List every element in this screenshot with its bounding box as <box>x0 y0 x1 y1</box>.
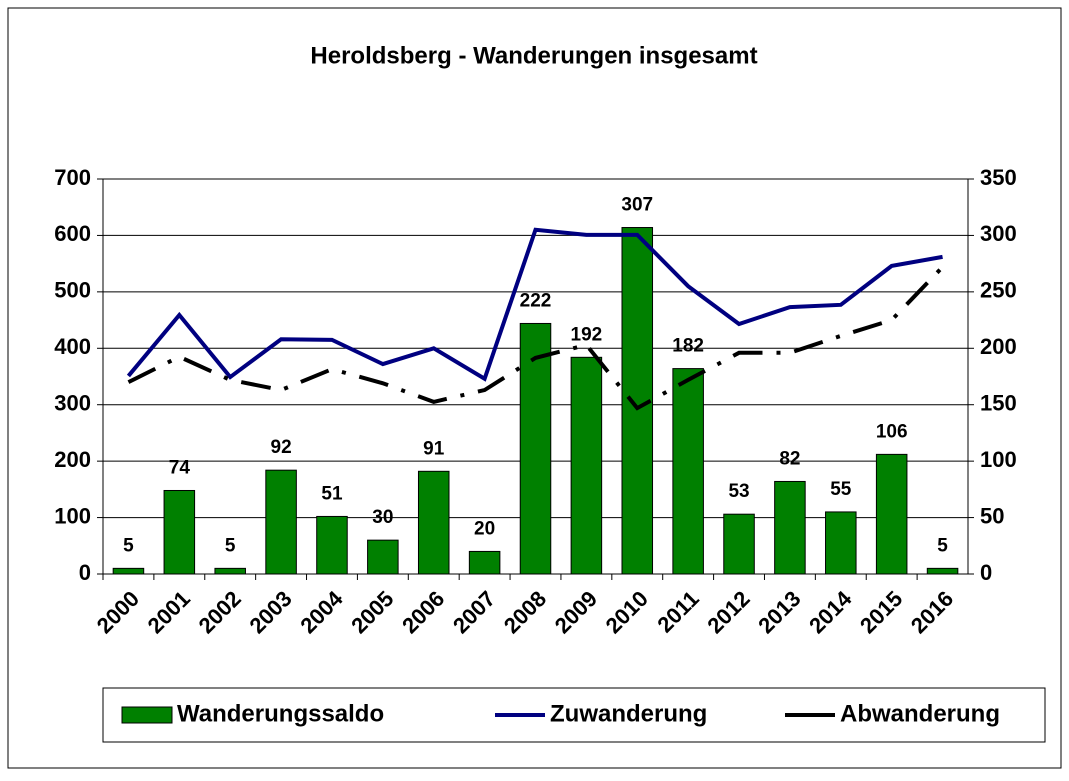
bar <box>417 470 450 575</box>
data-label: 192 <box>571 324 603 345</box>
y2-tick-label: 0 <box>980 560 992 585</box>
y-tick-label: 100 <box>54 503 91 528</box>
y-tick-label: 300 <box>54 391 91 416</box>
bar <box>519 322 552 575</box>
legend-label: Abwanderung <box>840 700 1000 727</box>
line <box>127 265 945 411</box>
data-label: 20 <box>474 518 495 539</box>
bar <box>112 567 145 575</box>
bar <box>926 567 959 575</box>
bar <box>774 480 806 575</box>
y2-tick-label: 100 <box>980 447 1017 472</box>
bar <box>468 550 501 575</box>
legend-label: Wanderungssaldo <box>177 700 384 727</box>
bar <box>214 567 246 575</box>
data-label: 30 <box>372 507 393 528</box>
data-label: 55 <box>830 479 852 500</box>
legend-label: Zuwanderung <box>550 700 707 727</box>
data-label: 307 <box>621 195 653 216</box>
data-label: 182 <box>672 336 704 357</box>
data-label: 53 <box>728 481 749 502</box>
bar <box>723 513 755 575</box>
y-tick-label: 600 <box>54 221 91 246</box>
line <box>126 227 943 382</box>
bar <box>825 511 857 575</box>
legend <box>102 687 1046 743</box>
y-tick-label: 400 <box>54 334 91 359</box>
y-tick-label: 200 <box>54 447 91 472</box>
data-label: 5 <box>937 535 948 556</box>
data-label: 92 <box>271 437 292 458</box>
chart-title: Heroldsberg - Wanderungen insgesamt <box>310 42 757 69</box>
y2-tick-label: 200 <box>980 334 1017 359</box>
data-label: 5 <box>123 535 134 556</box>
y-tick-label: 0 <box>79 560 91 585</box>
data-label: 106 <box>876 421 908 442</box>
y2-tick-label: 250 <box>980 278 1017 303</box>
data-label: 74 <box>169 458 191 479</box>
data-label: 222 <box>520 290 552 311</box>
bar <box>672 368 704 575</box>
bar <box>163 489 196 575</box>
y-tick-label: 700 <box>54 165 91 190</box>
data-label: 91 <box>423 438 445 459</box>
bar <box>265 469 297 575</box>
y2-tick-label: 350 <box>980 165 1017 190</box>
bar <box>367 539 399 575</box>
bar <box>875 453 908 575</box>
y2-tick-label: 50 <box>980 503 1004 528</box>
bar <box>570 356 603 575</box>
data-label: 82 <box>779 448 800 469</box>
legend-swatch <box>121 706 173 724</box>
y2-tick-label: 150 <box>980 391 1017 416</box>
data-label: 51 <box>321 483 343 504</box>
y2-tick-label: 300 <box>980 221 1017 246</box>
y-tick-label: 500 <box>54 278 91 303</box>
data-label: 5 <box>225 535 236 556</box>
bar <box>316 515 348 575</box>
